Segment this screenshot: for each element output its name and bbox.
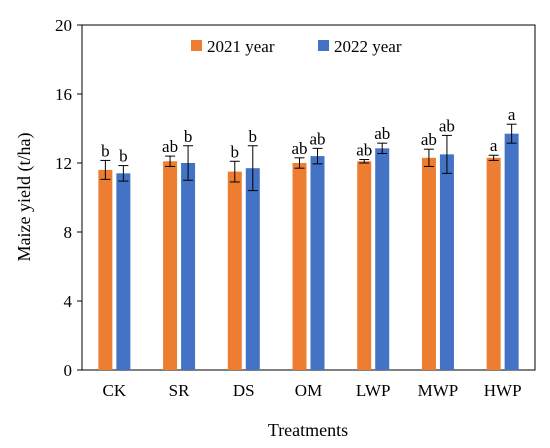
significance-label: b [231, 142, 240, 161]
legend-swatch [191, 40, 202, 51]
bar [163, 161, 178, 370]
bar [504, 133, 519, 370]
bar [486, 157, 501, 370]
legend-label: 2021 year [207, 37, 275, 56]
bar [227, 171, 242, 370]
legend-swatch [318, 40, 329, 51]
y-tick-label: 12 [55, 154, 72, 173]
bar [116, 173, 131, 370]
y-tick-label: 4 [64, 292, 73, 311]
y-tick-label: 0 [64, 361, 73, 380]
significance-label: a [490, 136, 498, 155]
bar [375, 148, 390, 370]
y-axis: 0 4 8 12 16 20 [55, 16, 82, 380]
significance-label: b [249, 127, 258, 146]
y-tick-label: 20 [55, 16, 72, 35]
legend: 2021 year 2022 year [191, 37, 402, 56]
y-axis-label: Maize yield (t/ha) [14, 133, 35, 262]
bar [181, 163, 196, 370]
significance-label: b [119, 147, 128, 166]
significance-label: ab [374, 124, 390, 143]
x-tick-label: SR [169, 381, 190, 400]
y-tick-label: 16 [55, 85, 72, 104]
bar [421, 157, 436, 370]
x-tick-label: CK [103, 381, 127, 400]
significance-label: ab [162, 137, 178, 156]
significance-label: ab [421, 130, 437, 149]
significance-label: ab [439, 116, 455, 135]
x-axis: CK SR DS OM LWP MWP HWP [103, 381, 522, 400]
significance-label: ab [309, 129, 325, 148]
x-tick-label: MWP [418, 381, 459, 400]
significance-label: ab [356, 141, 372, 160]
bar [292, 163, 307, 370]
bar [439, 154, 454, 370]
y-tick-label: 8 [64, 223, 73, 242]
significance-label: b [101, 141, 110, 160]
plot-area [81, 24, 536, 371]
bar [245, 168, 260, 370]
bar [98, 169, 113, 370]
bar [310, 156, 325, 370]
x-tick-label: DS [233, 381, 255, 400]
x-axis-label: Treatments [268, 420, 348, 440]
significance-label: ab [291, 139, 307, 158]
significance-label: b [184, 127, 193, 146]
x-tick-label: OM [295, 381, 322, 400]
bar [357, 161, 372, 370]
x-tick-label: HWP [484, 381, 522, 400]
x-tick-label: LWP [356, 381, 391, 400]
legend-label: 2022 year [334, 37, 402, 56]
significance-label: a [508, 105, 516, 124]
